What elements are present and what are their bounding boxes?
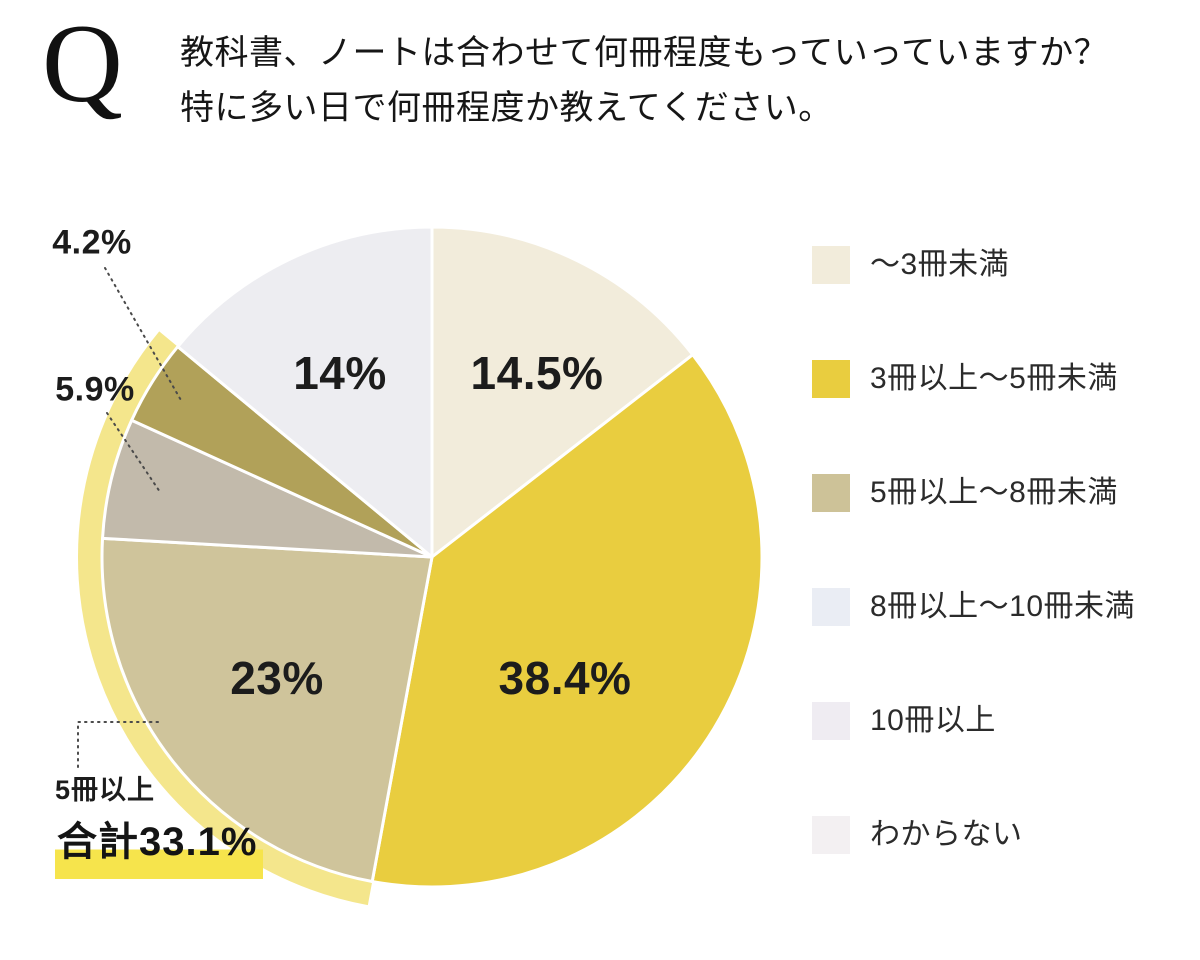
question-mark-letter: Q xyxy=(42,2,123,126)
pie-slice-3 xyxy=(100,536,434,884)
question-line-1: 教科書、ノートは合わせて何冊程度もっていっていますか？ xyxy=(180,34,1109,72)
slice-label-under3: 14.5% xyxy=(470,347,604,399)
slice-label-unknown: 14% xyxy=(293,347,387,399)
legend-swatch xyxy=(812,588,850,626)
legend-swatch xyxy=(812,360,850,398)
legend-label: ～3冊未満 xyxy=(870,248,1010,281)
legend-label: 8冊以上～10冊未満 xyxy=(870,590,1136,623)
question-line-2: 特に多い日で何冊程度か教えてください。 xyxy=(180,89,833,128)
legend-swatch xyxy=(812,816,850,854)
pie-slice-6 xyxy=(176,225,434,559)
pie-chart xyxy=(77,225,764,906)
leader-line-8to10 xyxy=(106,412,161,493)
legend-label: 10冊以上 xyxy=(870,704,996,737)
legend-swatch xyxy=(812,246,850,284)
legend-item-under3: ～3冊未満 xyxy=(812,246,1135,284)
slice-label-10plus: 4.2% xyxy=(52,223,132,262)
highlight-arc xyxy=(78,331,373,906)
pie-slice-2 xyxy=(370,353,764,889)
legend-label: 5冊以上～8冊未満 xyxy=(870,476,1118,509)
slice-label-5to8: 23% xyxy=(230,652,324,704)
legend-item-8to10: 8冊以上～10冊未満 xyxy=(812,588,1135,626)
question-text: 教科書、ノートは合わせて何冊程度もっていっていますか？ 特に多い日で何冊程度か教… xyxy=(180,26,1108,136)
leader-line-total xyxy=(77,721,159,771)
total-annotation-value: 合計33.1% xyxy=(55,809,264,879)
slice-label-8to10: 5.9% xyxy=(55,370,135,409)
legend-swatch xyxy=(812,702,850,740)
slice-label-3to5: 38.4% xyxy=(498,652,632,704)
total-annotation-label: 5冊以上 xyxy=(55,775,156,805)
legend-label: わからない xyxy=(870,818,1023,851)
legend: ～3冊未満 3冊以上～5冊未満 5冊以上～8冊未満 8冊以上～10冊未満 10冊… xyxy=(812,246,1135,854)
legend-item-unknown: わからない xyxy=(812,816,1135,854)
legend-item-3to5: 3冊以上～5冊未満 xyxy=(812,360,1135,398)
legend-label: 3冊以上～5冊未満 xyxy=(870,362,1118,395)
legend-swatch xyxy=(812,474,850,512)
legend-item-10plus: 10冊以上 xyxy=(812,702,1135,740)
legend-item-5to8: 5冊以上～8冊未満 xyxy=(812,474,1135,512)
pie-slice-4 xyxy=(101,418,434,559)
total-annotation: 5冊以上 合計33.1% xyxy=(55,768,264,879)
pie-slice-1 xyxy=(430,225,695,559)
leader-line-10plus xyxy=(104,267,183,403)
